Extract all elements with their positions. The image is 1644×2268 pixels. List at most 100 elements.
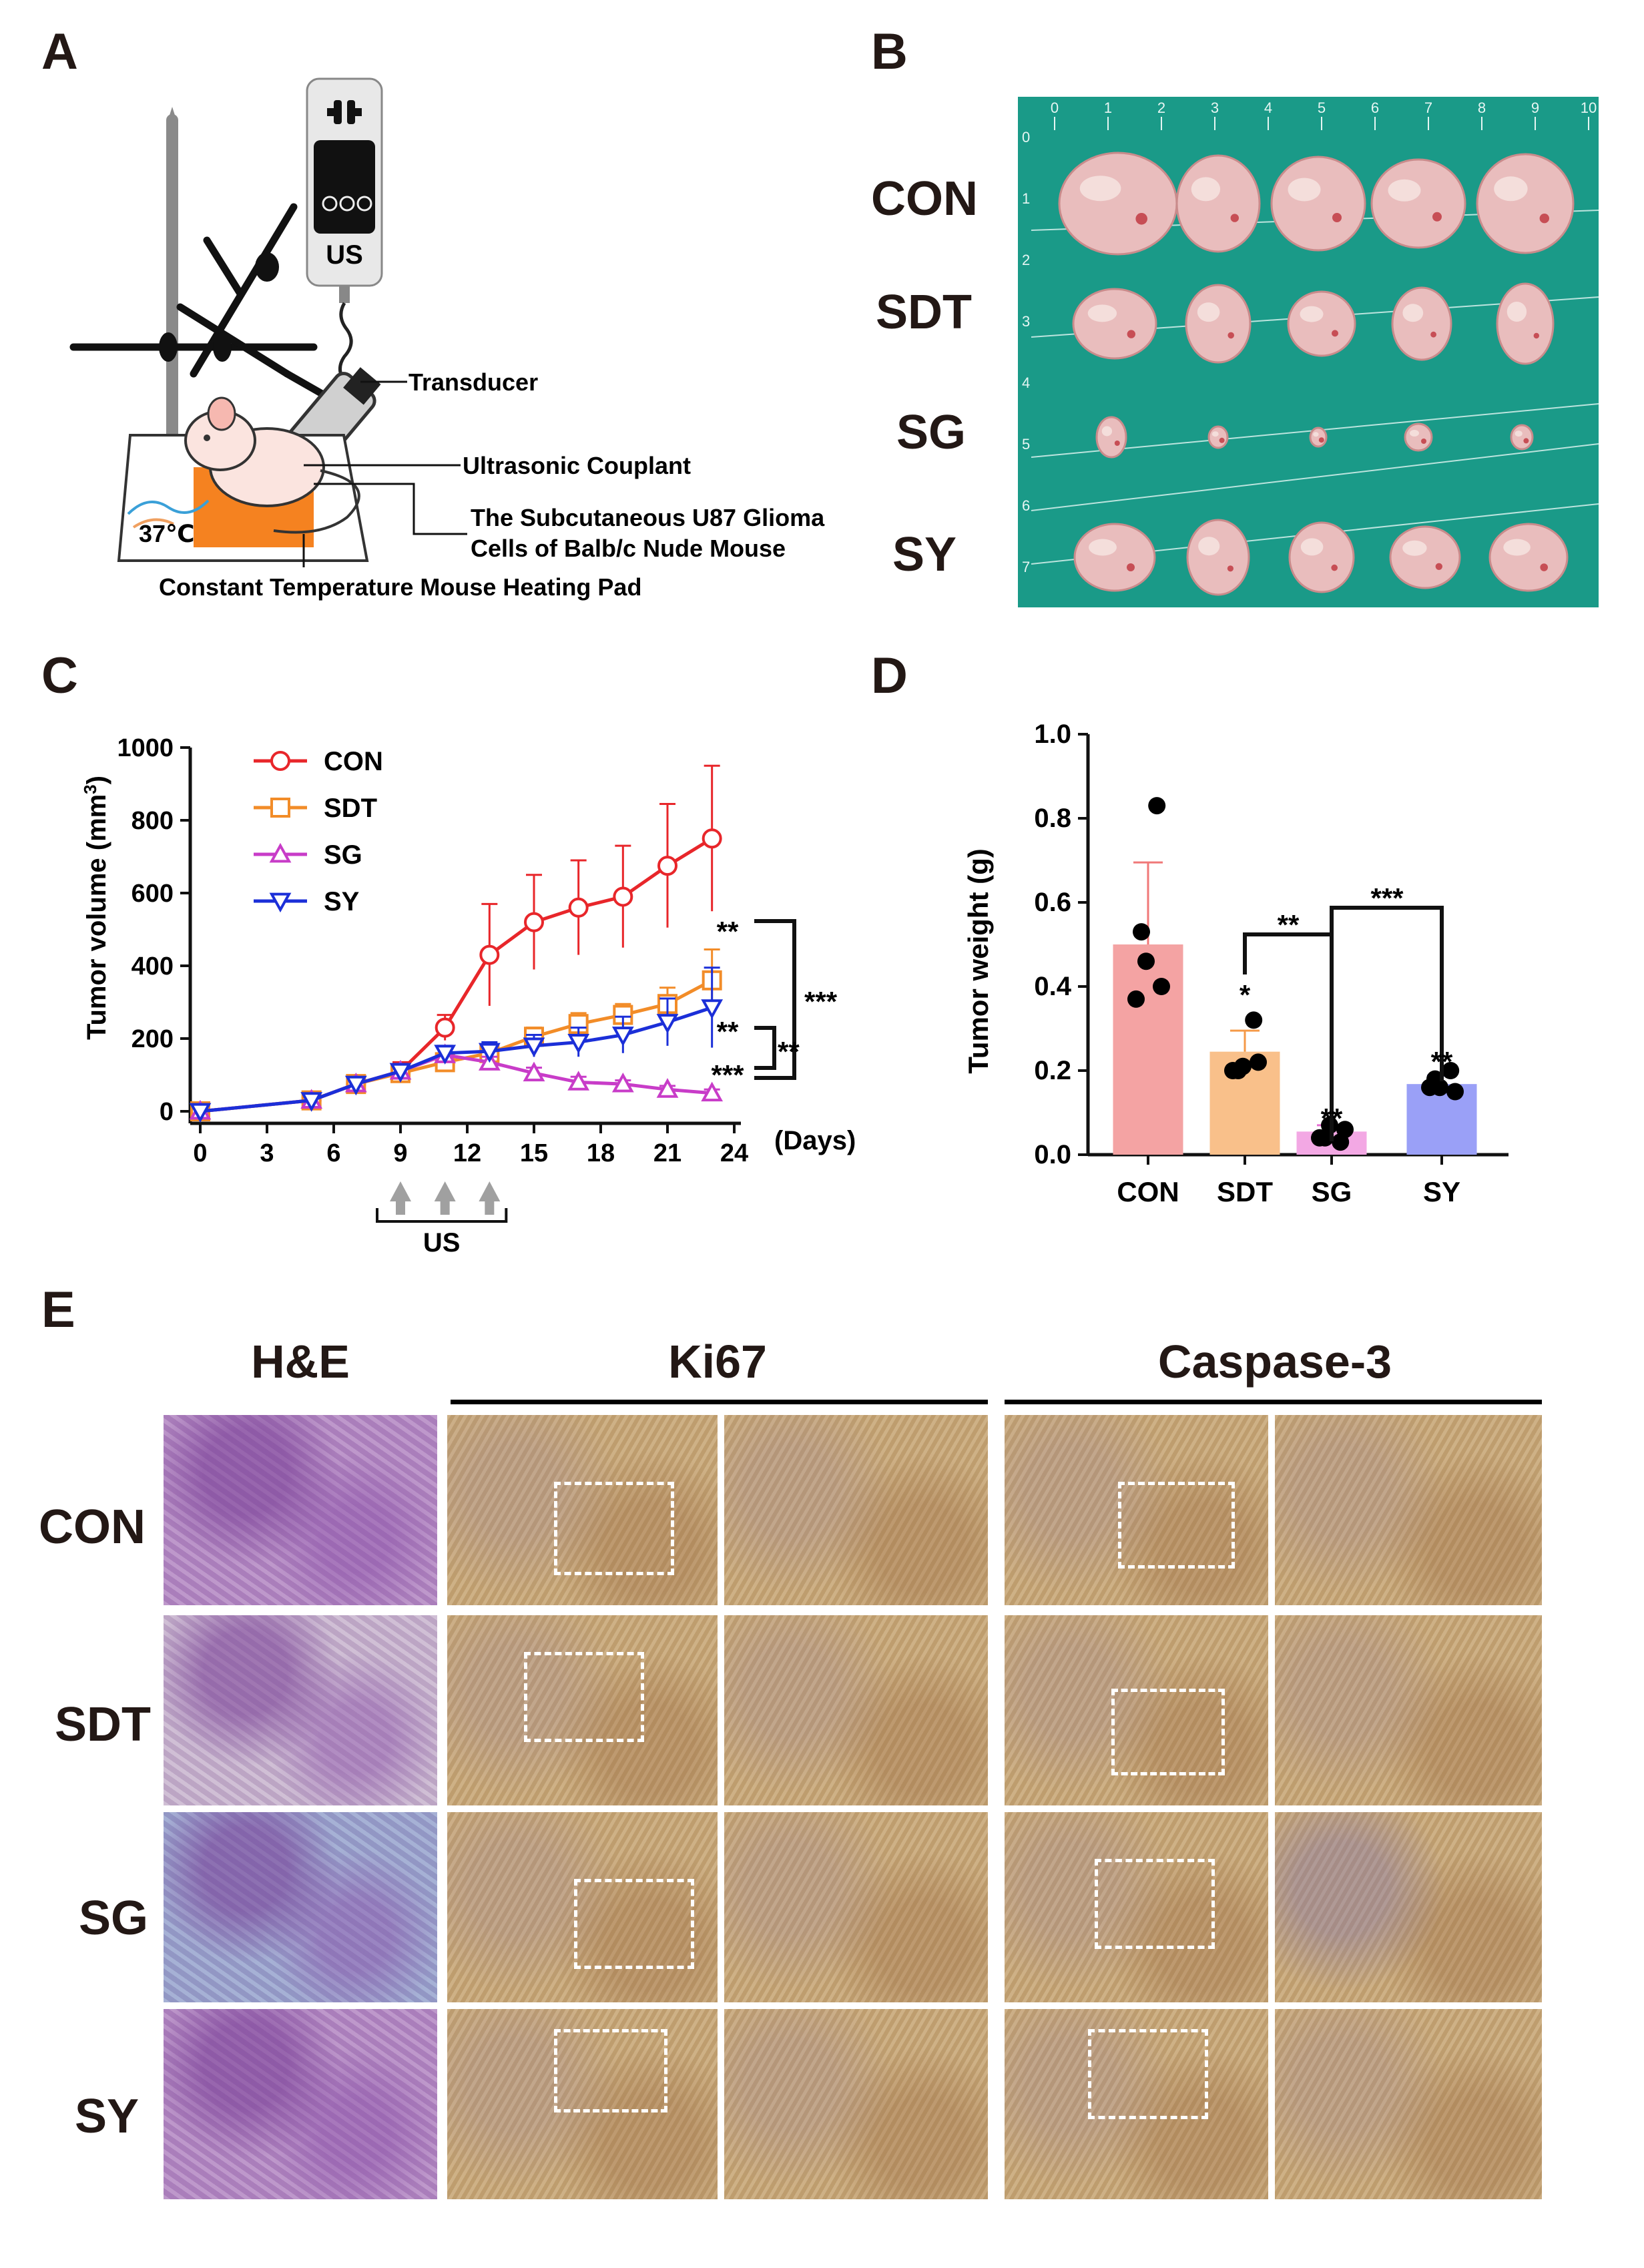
data-point xyxy=(657,856,677,876)
tumor-highlight xyxy=(1101,426,1113,437)
tumor-highlight xyxy=(1402,304,1424,322)
stand-rod xyxy=(166,107,178,483)
data-point xyxy=(568,897,589,918)
histo-tile-r4-c4 xyxy=(1005,2009,1268,2199)
tumor-specimen xyxy=(1288,521,1355,593)
tumor-blood-spot xyxy=(1421,439,1426,444)
ruler-tick: 6 xyxy=(1371,99,1379,116)
chart-c-series xyxy=(189,764,724,1123)
y-tick-label: 0.2 xyxy=(1034,1056,1071,1085)
callout-couplant: Ultrasonic Couplant xyxy=(463,452,691,479)
tumor-highlight xyxy=(1087,304,1117,322)
us-arrow xyxy=(479,1181,501,1201)
histo-tile-r4-c1 xyxy=(164,2009,437,2199)
histo-row-label-sdt: SDT xyxy=(55,1698,151,1751)
y-tick-label: 200 xyxy=(131,1025,174,1053)
tumor-specimen xyxy=(1370,158,1466,249)
tumor-specimen xyxy=(1207,425,1229,449)
data-dot xyxy=(1245,1011,1263,1029)
zoom-region-box xyxy=(1118,1482,1235,1569)
x-tick-label-con: CON xyxy=(1117,1176,1179,1207)
y-tick-label: 0.0 xyxy=(1034,1140,1071,1169)
chart-d-brackets xyxy=(1243,906,1444,1141)
bracket-sg-sy: *** xyxy=(1370,882,1404,914)
legend-label-sg: SG xyxy=(324,840,362,870)
tumor-blood-spot xyxy=(1127,563,1135,571)
histo-tile-r1-c4 xyxy=(1005,1415,1268,1605)
tumor-blood-spot xyxy=(1227,332,1234,339)
chart-c-legend: CON SDT SG SY xyxy=(254,747,383,916)
tumor-blood-spot xyxy=(1430,331,1436,338)
tumor-specimen xyxy=(1270,156,1366,252)
bracket-con-sdt: *** xyxy=(804,986,838,1017)
x-tick-label: 3 xyxy=(260,1139,274,1167)
photo-row-label-sdt: SDT xyxy=(876,286,972,339)
tumor-highlight xyxy=(1191,177,1221,202)
star-sg: *** xyxy=(711,1059,744,1091)
ruler-side-tick: 6 xyxy=(1022,497,1030,514)
ruler-tick: 2 xyxy=(1157,99,1165,116)
y-tick-label: 1000 xyxy=(117,734,174,762)
ruler-tick: 0 xyxy=(1051,99,1059,116)
tumor-highlight xyxy=(1402,540,1427,556)
data-point xyxy=(702,828,722,849)
data-dot xyxy=(1148,797,1166,815)
tumor-highlight xyxy=(1089,539,1117,556)
clamp-joints xyxy=(159,252,279,362)
tumor-highlight xyxy=(1300,538,1324,556)
tumor-specimen xyxy=(1389,525,1461,589)
series-line xyxy=(200,978,713,1113)
tumor-blood-spot xyxy=(1230,214,1239,222)
panel-label-e: E xyxy=(41,1282,75,1338)
chart-c-ylabel: Tumor volume (mm3) xyxy=(80,776,111,1040)
star-sdt: ** xyxy=(717,916,739,947)
tumor-highlight xyxy=(1410,430,1419,437)
star-sy: ** xyxy=(717,1016,739,1047)
cable xyxy=(338,302,353,384)
star-d-sy: ** xyxy=(1431,1046,1453,1077)
callout-lines xyxy=(302,380,467,567)
histo-tile-r4-c2 xyxy=(447,2009,718,2199)
tumor-highlight xyxy=(1211,431,1219,437)
chart-d-ylabel: Tumor weight (g) xyxy=(963,848,994,1074)
data-point xyxy=(611,1027,634,1047)
tumor-blood-spot xyxy=(1219,437,1225,443)
legend-label-sy: SY xyxy=(324,887,360,916)
data-point xyxy=(479,944,500,965)
ruler-tick: 10 xyxy=(1581,99,1597,116)
callout-cells-line2: Cells of Balb/c Nude Mouse xyxy=(471,535,786,562)
data-point xyxy=(269,842,292,863)
tumor-blood-spot xyxy=(1127,330,1135,338)
panel-label-b: B xyxy=(871,23,908,80)
callout-cells-line1: The Subcutaneous U87 Glioma xyxy=(471,504,825,531)
zoom-region-box xyxy=(554,1482,674,1575)
tumor-blood-spot xyxy=(1318,437,1324,443)
histo-tile-r3-c3 xyxy=(724,1812,988,2002)
us-device xyxy=(306,77,383,303)
series-sg xyxy=(189,1043,724,1120)
data-dot xyxy=(1421,1079,1438,1097)
ki67-underline xyxy=(451,1400,988,1404)
ruler-tick: 9 xyxy=(1531,99,1539,116)
mouse-illustration xyxy=(184,396,360,534)
tumor-highlight xyxy=(1288,178,1321,202)
tumor-blood-spot xyxy=(1331,564,1338,571)
setup-schematic: US 37℃ Transducer Ultrasonic Couplant Th… xyxy=(69,77,825,601)
tumor-blood-spot xyxy=(1540,563,1548,571)
data-point xyxy=(611,1073,634,1093)
x-tick-label: 21 xyxy=(653,1139,681,1167)
tumor-specimen xyxy=(1185,284,1252,364)
tumor-blood-spot xyxy=(1539,214,1549,224)
y-tick-label: 400 xyxy=(131,952,174,980)
data-point xyxy=(567,1034,590,1054)
data-dot xyxy=(1336,1121,1354,1139)
tumor-specimen xyxy=(1309,427,1328,448)
histo-tile-r1-c1 xyxy=(164,1415,437,1605)
tumor-specimen xyxy=(1488,523,1569,592)
panel-label-c: C xyxy=(41,647,78,704)
histo-tile-r3-c5 xyxy=(1275,1812,1542,2002)
tumor-specimens xyxy=(1058,152,1575,596)
photo-row-label-sg: SG xyxy=(896,406,967,459)
histo-tile-r1-c5 xyxy=(1275,1415,1542,1605)
tumor-specimen xyxy=(1186,519,1250,596)
